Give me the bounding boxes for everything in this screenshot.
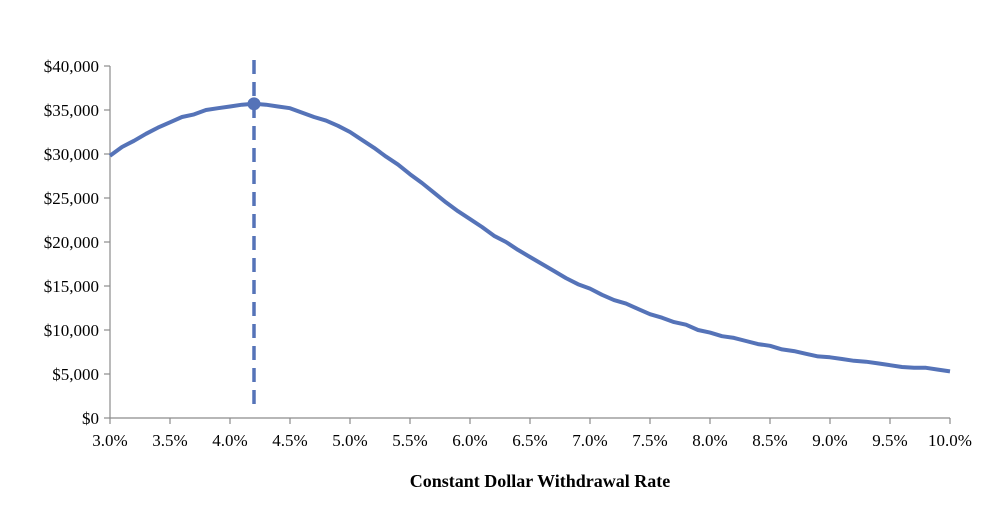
y-tick-label: $10,000 [44,321,99,340]
x-tick-label: 8.0% [692,431,727,450]
x-tick-label: 9.0% [812,431,847,450]
peak-marker [247,97,261,111]
x-tick-label: 5.5% [392,431,427,450]
x-tick-label: 3.0% [92,431,127,450]
y-axis: $0 $5,000 $10,000 $15,000 $20,000 $25,000 $30,… [44,57,111,428]
series-points [110,104,950,372]
y-tick-label: $15,000 [44,277,99,296]
x-tick-label: 7.5% [632,431,667,450]
x-tick-label: 4.5% [272,431,307,450]
y-tick-label: $25,000 [44,189,99,208]
y-tick-label: $0 [82,409,99,428]
y-tick-label: $5,000 [52,365,99,384]
x-tick-label: 6.5% [512,431,547,450]
y-tick-label: $30,000 [44,145,99,164]
x-tick-label: 6.0% [452,431,487,450]
y-tick-label: $35,000 [44,101,99,120]
x-axis: 3.0% 3.5% 4.0% 4.5% 5.0% 5.5% 6.0% 6.5% 7.0% 7.5%… [92,417,972,450]
x-tick-label: 10.0% [928,431,972,450]
x-tick-label: 3.5% [152,431,187,450]
x-tick-label: 8.5% [752,431,787,450]
y-tick-label: $40,000 [44,57,99,76]
y-tick-label: $20,000 [44,233,99,252]
x-tick-label: 5.0% [332,431,367,450]
x-tick-label: 9.5% [872,431,907,450]
x-tick-label: 4.0% [212,431,247,450]
series-line [108,101,951,374]
x-tick-label: 7.0% [572,431,607,450]
x-axis-title: Constant Dollar Withdrawal Rate [410,471,671,491]
